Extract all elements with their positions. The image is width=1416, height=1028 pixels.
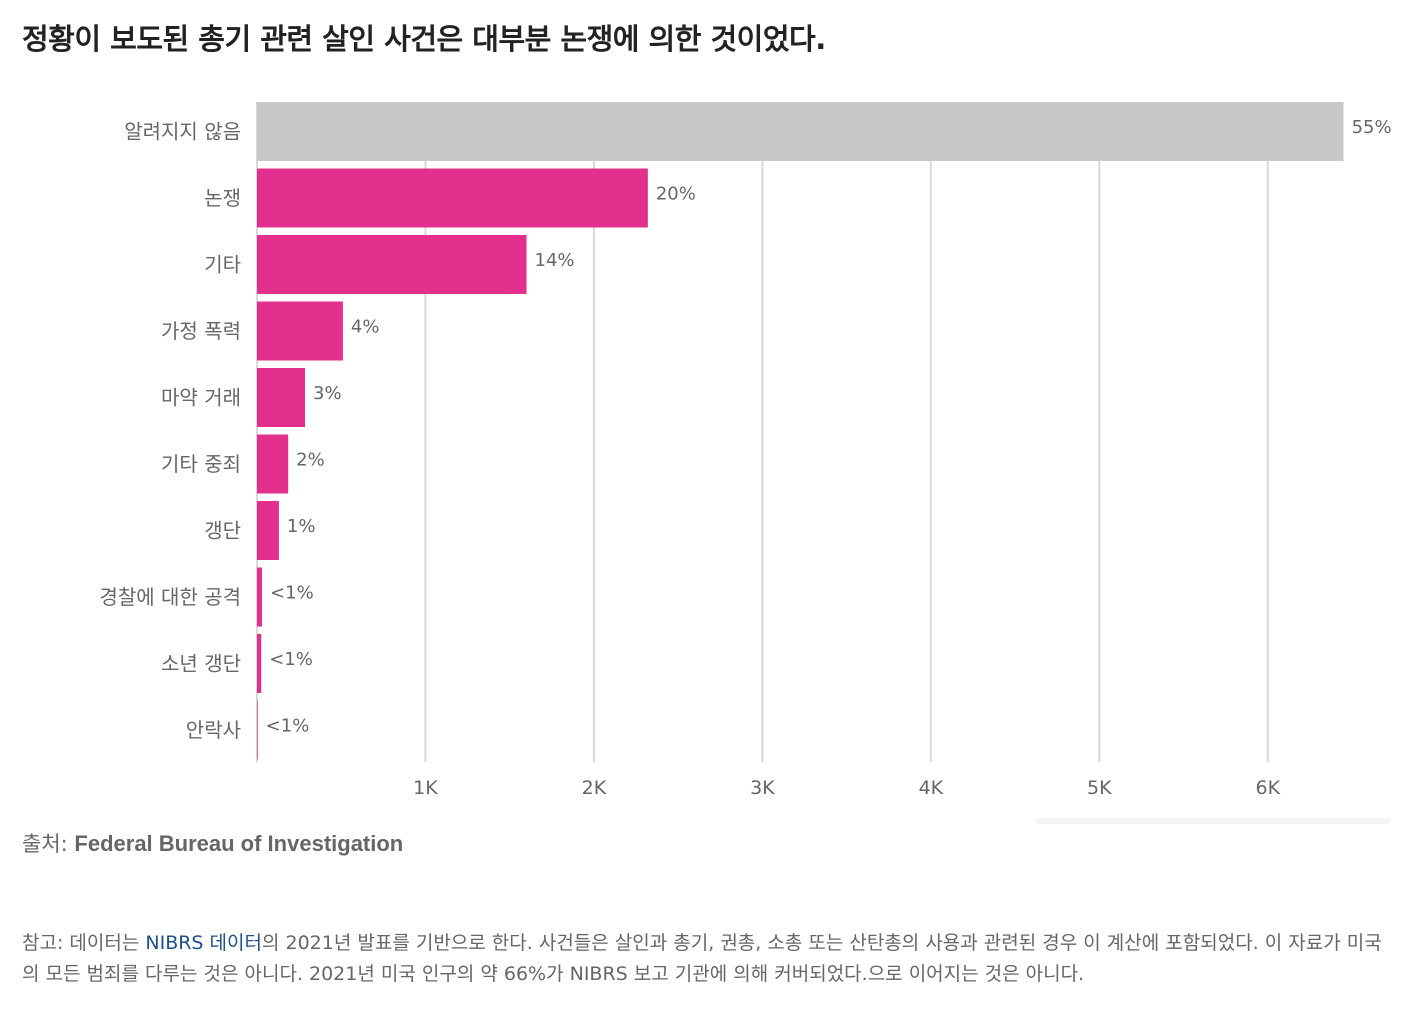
x-tick-label: 4K [919, 777, 944, 799]
bar [257, 634, 262, 693]
footnote: 참고: 데이터는 NIBRS 데이터의 2021년 발표를 기반으로 한다. 사… [22, 928, 1392, 990]
note-prefix: 참고: 데이터는 [22, 932, 146, 954]
bar [257, 235, 527, 294]
x-tick-label: 5K [1087, 777, 1112, 799]
data-label: 14% [535, 250, 575, 271]
bar [257, 301, 343, 361]
data-label: 1% [287, 516, 316, 537]
bar [257, 168, 648, 228]
source-line: 출처: Federal Bureau of Investigation [22, 828, 403, 858]
bar [257, 368, 306, 427]
x-tick-label: 1K [413, 777, 438, 799]
bar [257, 102, 1344, 161]
category-label: 소년 갱단 [161, 652, 241, 676]
category-label: 마약 거래 [161, 386, 241, 410]
category-label: 기타 중죄 [161, 452, 241, 476]
category-label: 알려지지 않음 [124, 120, 241, 144]
bar [257, 434, 289, 494]
data-label: <1% [270, 583, 314, 604]
value-labels: 55% 20% 14% 4% 3% 2% 1% <1% <1% <1% [266, 117, 1392, 737]
horizontal-scrollbar[interactable] [1035, 818, 1391, 824]
x-tick-label: 6K [1255, 777, 1280, 799]
data-label: 55% [1352, 117, 1392, 138]
x-tick-label: 3K [750, 777, 775, 799]
category-label: 안락사 [186, 718, 241, 742]
nibrs-data-link[interactable]: NIBRS 데이터 [145, 932, 262, 954]
data-label: 2% [296, 450, 325, 471]
data-label: 3% [313, 383, 342, 404]
data-label: <1% [269, 649, 313, 670]
chart-title: 정황이 보도된 총기 관련 살인 사건은 대부분 논쟁에 의한 것이었다. [22, 22, 826, 56]
bar [257, 567, 263, 627]
bars [257, 102, 1344, 760]
x-axis-ticks: 1K 2K 3K 4K 5K 6K [413, 777, 1280, 799]
note-text: 의 2021년 발표를 기반으로 한다. 사건들은 살인과 총기, 권총, 소총… [22, 932, 1382, 985]
bar [257, 501, 279, 560]
category-label: 갱단 [204, 519, 241, 543]
category-label: 경찰에 대한 공격 [99, 585, 241, 609]
data-label: <1% [266, 716, 310, 737]
category-label: 논쟁 [204, 186, 241, 210]
category-label: 기타 [204, 253, 241, 277]
source-prefix: 출처: [22, 832, 68, 856]
data-label: 4% [351, 317, 380, 338]
data-label: 20% [656, 184, 696, 205]
source-name: Federal Bureau of Investigation [74, 831, 404, 856]
bar [257, 700, 258, 760]
x-tick-label: 2K [582, 777, 607, 799]
category-label: 가정 폭력 [161, 319, 241, 343]
